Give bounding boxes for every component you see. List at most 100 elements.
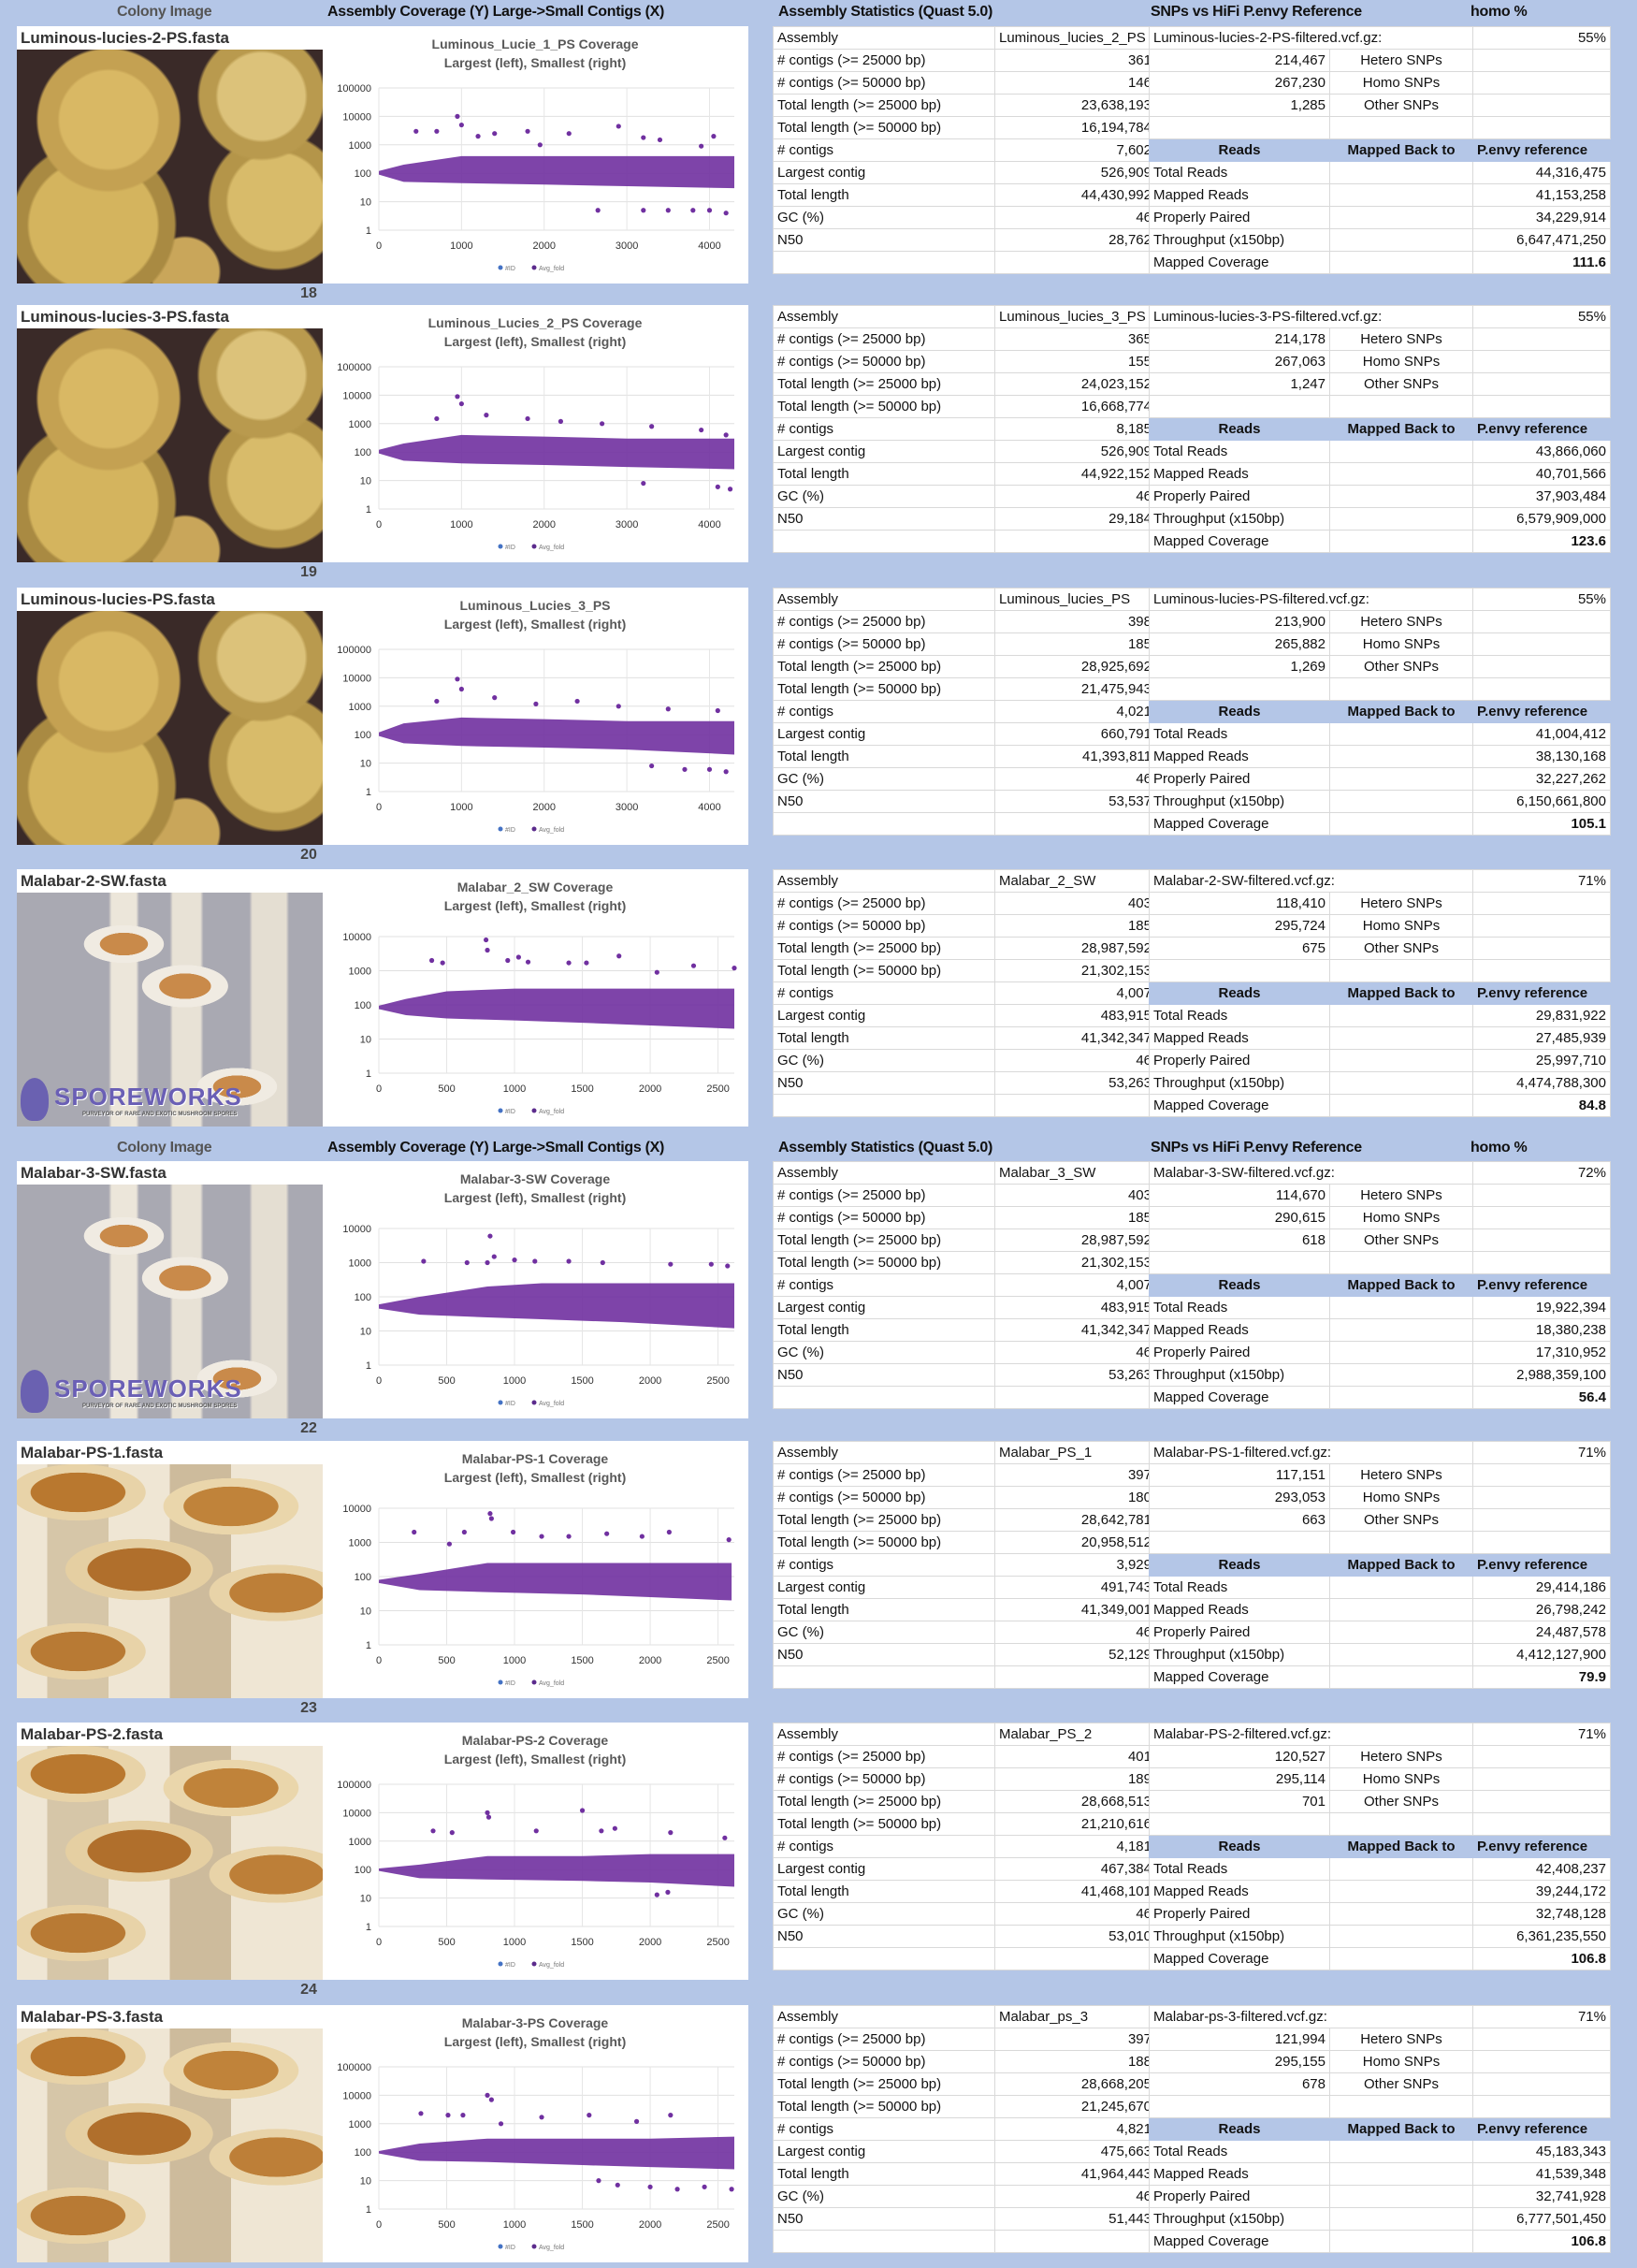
reads-header: Reads	[1149, 700, 1330, 723]
legend-marker-icon	[498, 2244, 503, 2249]
other-snp-count: 618	[1149, 1228, 1330, 1252]
table-row: Throughput (x150bp) 6,361,235,550	[1149, 1925, 1611, 1948]
data-point	[487, 1233, 493, 1239]
stat-label: Total length	[773, 1026, 995, 1050]
table-row: Total length (>= 50000 bp) 21,245,670	[773, 2095, 1156, 2118]
reads-header: Mapped Back to	[1329, 1553, 1473, 1577]
hetero-snp-count: 114,670	[1149, 1184, 1330, 1207]
fasta-file-label: Malabar-PS-3.fasta	[17, 2005, 323, 2028]
empty-cell	[1329, 116, 1473, 139]
table-row: GC (%) 46	[773, 206, 1156, 229]
stat-value: 155	[994, 350, 1156, 373]
stat-label: Largest contig	[773, 1296, 995, 1319]
data-point	[633, 2118, 640, 2124]
reads-header-row: Reads Mapped Back to P.envy reference	[1149, 2117, 1611, 2141]
reads-value: 44,316,475	[1472, 161, 1611, 184]
coverage-chart: Malabar-PS-1 Coverage Largest (left), Sma…	[323, 1441, 748, 1698]
x-tick-label: 1500	[571, 1655, 593, 1666]
homo-snp-label: Homo SNPs	[1329, 2050, 1473, 2073]
table-row: GC (%) 46	[773, 1341, 1156, 1364]
y-tick-label: 10000	[342, 2090, 371, 2101]
data-point	[615, 2182, 620, 2188]
x-tick-label: 1000	[503, 1655, 526, 1666]
table-row: Total length (>= 50000 bp) 16,668,774	[773, 395, 1156, 418]
empty-cell	[1329, 1071, 1473, 1095]
table-row: Largest contig 483,915	[773, 1004, 1156, 1027]
chart-subtitle: Largest (left), Smallest (right)	[444, 617, 626, 632]
colony-image: SPOREWORKS PURVEYOR OF RARE AND EXOTIC MU…	[17, 893, 323, 1127]
empty-cell	[1472, 1812, 1611, 1836]
reads-label: Throughput (x150bp)	[1149, 1925, 1330, 1948]
empty-cell	[1149, 677, 1330, 701]
fasta-file-label: Luminous-lucies-2-PS.fasta	[17, 26, 323, 50]
stat-label: # contigs (>= 25000 bp)	[773, 1745, 995, 1768]
table-row	[1149, 677, 1611, 701]
legend-marker-icon	[531, 1961, 537, 1967]
y-tick-label: 1000	[349, 419, 371, 430]
table-row: # contigs 4,007	[773, 1273, 1156, 1297]
table-row: Total length (>= 25000 bp) 23,638,193	[773, 94, 1156, 117]
other-snp-label: Other SNPs	[1329, 655, 1473, 678]
fasta-file-label: Malabar-PS-2.fasta	[17, 1723, 323, 1746]
table-row: # contigs 4,821	[773, 2117, 1156, 2141]
reads-label: Properly Paired	[1149, 2185, 1330, 2208]
x-tick-label: 1000	[450, 802, 472, 813]
reads-header: Mapped Back to	[1329, 981, 1473, 1005]
reads-label: Mapped Coverage	[1149, 812, 1330, 836]
header-snps-reference: SNPs vs HiFi P.envy Reference	[1151, 4, 1362, 20]
reads-header-row: Reads Mapped Back to P.envy reference	[1149, 981, 1611, 1005]
data-point	[455, 394, 460, 400]
reads-label: Total Reads	[1149, 1857, 1330, 1881]
data-point	[706, 208, 713, 213]
empty-cell	[1329, 395, 1473, 418]
other-snp-label: Other SNPs	[1329, 1508, 1473, 1532]
data-point	[488, 2097, 494, 2102]
x-tick-label: 1000	[450, 240, 472, 252]
reads-value: 6,777,501,450	[1472, 2207, 1611, 2231]
data-point	[596, 2178, 601, 2184]
empty-cell	[1329, 1296, 1473, 1319]
sample-panel: Luminous-lucies-3-PS.fasta 19 Luminous_Luc…	[0, 305, 1637, 580]
table-row: # contigs (>= 50000 bp) 188	[773, 2050, 1156, 2073]
hetero-snp-count: 118,410	[1149, 892, 1330, 915]
data-point	[539, 2115, 544, 2120]
table-row: N50 53,537	[773, 790, 1156, 813]
reads-label: Total Reads	[1149, 1576, 1330, 1599]
legend-entry: Avg_fold	[539, 1401, 564, 1407]
y-tick-label: 10	[360, 1606, 371, 1618]
table-row: Largest contig 483,915	[773, 1296, 1156, 1319]
y-tick-label: 10000	[342, 1224, 371, 1235]
reads-label: Throughput (x150bp)	[1149, 1071, 1330, 1095]
y-tick-label: 1	[366, 787, 371, 798]
legend-marker-icon	[498, 1961, 503, 1967]
stat-label: Largest contig	[773, 161, 995, 184]
empty-cell	[1472, 2072, 1611, 2096]
snp-table: Luminous-lucies-2-PS-filtered.vcf.gz: 55%…	[1149, 26, 1611, 274]
stat-value: 475,663	[994, 2140, 1156, 2163]
stat-label: # contigs (>= 25000 bp)	[773, 2028, 995, 2051]
vcf-file: Malabar-2-SW-filtered.vcf.gz:	[1149, 869, 1473, 893]
stat-label: Total length (>= 50000 bp)	[773, 116, 995, 139]
snp-table: Malabar-ps-3-filtered.vcf.gz: 71% 121,994 H…	[1149, 2005, 1611, 2253]
data-point	[654, 1892, 659, 1897]
reads-label: Properly Paired	[1149, 485, 1330, 508]
x-tick-label: 0	[376, 1083, 382, 1095]
data-point	[699, 143, 704, 149]
empty-cell	[1329, 1531, 1473, 1554]
stat-label: # contigs (>= 25000 bp)	[773, 327, 995, 351]
x-tick-label: 1000	[503, 1375, 526, 1387]
data-point	[723, 211, 729, 216]
header-assembly-coverage: Assembly Coverage (Y) Large->Small Conti…	[327, 4, 665, 20]
empty-cell	[1472, 1531, 1611, 1554]
empty-cell	[1329, 2185, 1473, 2208]
table-row: Mapped Coverage 56.4	[1149, 1386, 1611, 1409]
coverage-scatter: Malabar-PS-2 Coverage Largest (left), Sma…	[337, 1733, 734, 1969]
table-row: Mapped Reads 18,380,238	[1149, 1318, 1611, 1342]
table-row	[1149, 395, 1611, 418]
assembly-name: Luminous_lucies_2_PS	[994, 26, 1156, 50]
y-tick-label: 1	[366, 1069, 371, 1080]
table-row	[773, 812, 1156, 836]
stat-label: Largest contig	[773, 722, 995, 746]
data-point	[732, 966, 737, 971]
homo-snp-count: 295,724	[1149, 914, 1330, 938]
